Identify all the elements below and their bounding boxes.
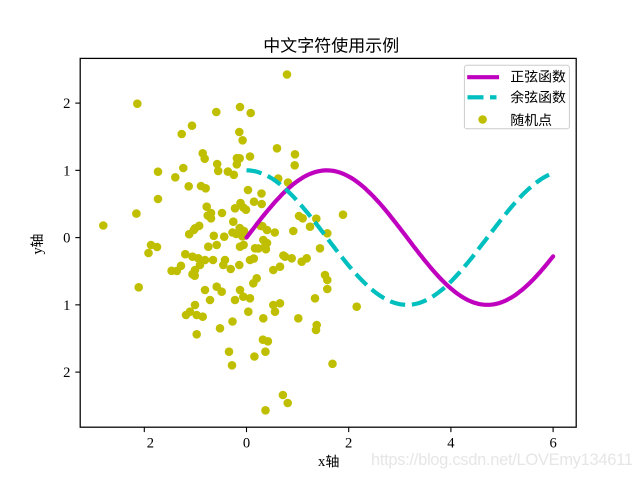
svg-text:2: 2 — [147, 436, 154, 452]
svg-text:1: 1 — [63, 163, 70, 179]
svg-text:1: 1 — [63, 298, 70, 314]
svg-text:https://blog.csdn.net/LOVEmy13: https://blog.csdn.net/LOVEmy134611 — [371, 451, 633, 469]
svg-text:4: 4 — [447, 436, 455, 452]
svg-text:2: 2 — [63, 365, 70, 381]
svg-text:0: 0 — [243, 436, 250, 452]
svg-text:2: 2 — [345, 436, 352, 452]
svg-text:6: 6 — [549, 436, 556, 452]
svg-text:2: 2 — [63, 96, 70, 112]
svg-text:x: x — [318, 454, 326, 470]
svg-text:0: 0 — [63, 231, 70, 247]
svg-text:y: y — [30, 247, 46, 255]
